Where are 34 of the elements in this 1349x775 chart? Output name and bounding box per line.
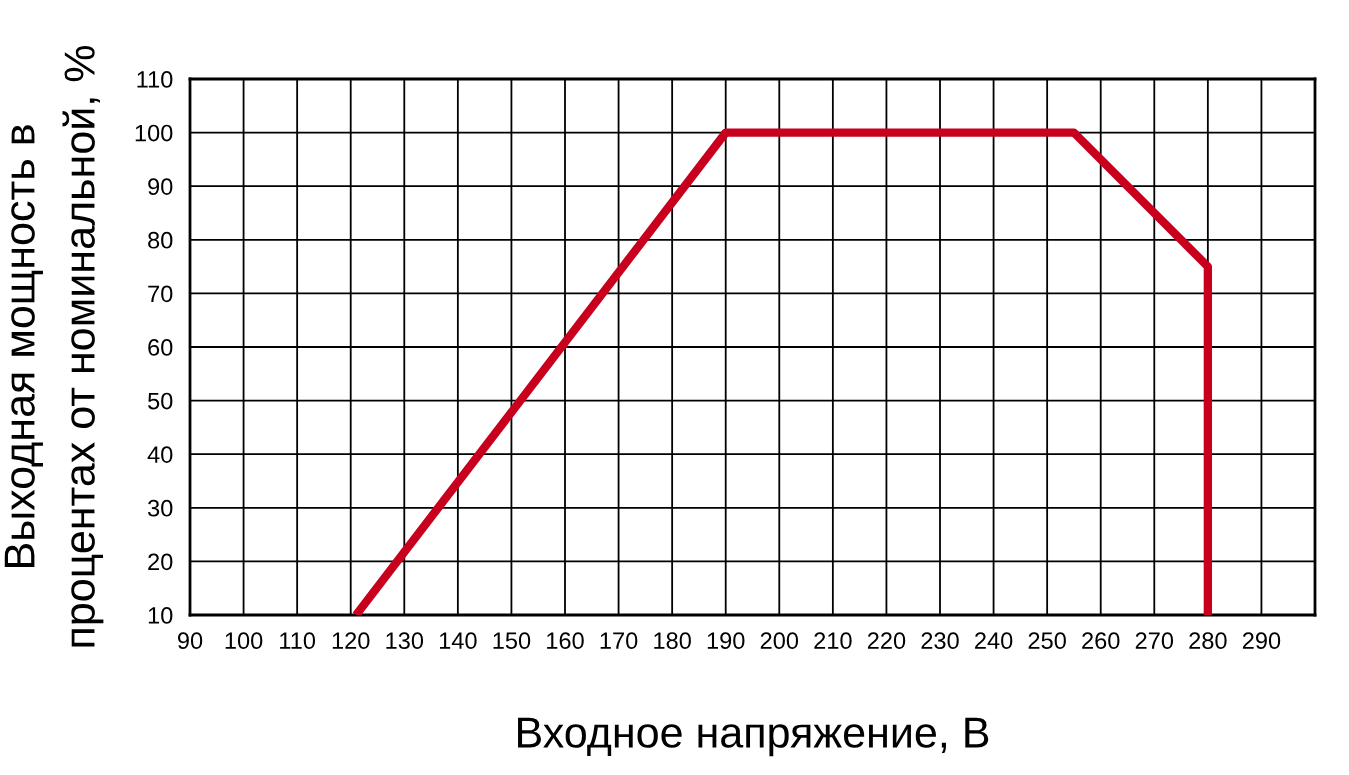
y-tick-label: 40 [147, 446, 173, 463]
y-tick-label: 90 [148, 178, 173, 195]
x-tick-label: 170 [600, 632, 638, 650]
y-tick-label: 100 [135, 124, 173, 142]
x-tick-label: 200 [760, 632, 799, 650]
x-tick-label: 270 [1135, 632, 1174, 650]
x-tick-label: 130 [386, 632, 424, 650]
x-tick-label: 230 [921, 632, 959, 650]
y-tick-label: 70 [148, 285, 173, 303]
x-tick-label: 260 [1082, 632, 1120, 650]
y-tick-label: 80 [148, 231, 173, 249]
x-axis-title: Входное напряжение, В [518, 717, 989, 757]
y-tick-label: 30 [147, 499, 173, 517]
x-tick-label: 220 [867, 632, 906, 650]
x-tick-label: 250 [1028, 632, 1066, 650]
x-tick-label: 290 [1242, 632, 1281, 650]
y-tick-label: 110 [137, 71, 173, 88]
x-tick-label: 180 [654, 632, 691, 650]
x-tick-label: 190 [707, 632, 745, 650]
x-tick-label: 150 [493, 632, 531, 650]
x-tick-label: 210 [814, 632, 852, 650]
y-tick-label: 20 [148, 553, 173, 571]
x-tick-label: 140 [439, 632, 477, 650]
x-tick-label: 280 [1189, 632, 1227, 650]
x-tick-label: 160 [547, 632, 584, 650]
y-tick-label: 60 [148, 339, 173, 356]
x-tick-label: 90 [177, 632, 203, 650]
x-tick-label: 240 [975, 632, 1013, 650]
y-axis-title: Выходная мощность в процентах от номинальной, % [4, 45, 104, 647]
y-tick-label: 10 [148, 607, 173, 624]
x-tick-label: 110 [280, 632, 316, 650]
y-tick-label: 50 [148, 392, 173, 410]
x-tick-label: 100 [225, 632, 263, 650]
x-tick-label: 120 [332, 632, 370, 650]
